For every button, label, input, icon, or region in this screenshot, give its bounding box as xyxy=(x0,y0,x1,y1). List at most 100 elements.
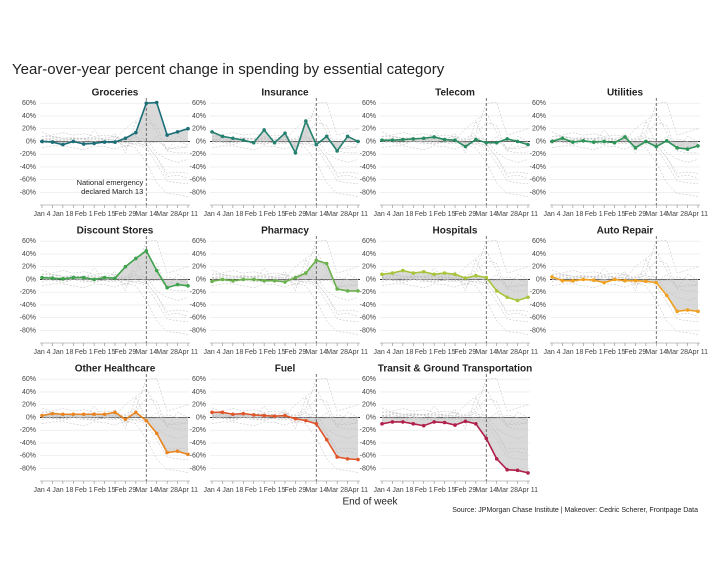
x-tick-label: Mar 28 xyxy=(496,211,518,218)
point xyxy=(494,289,499,293)
x-tick-label: Mar 28 xyxy=(496,349,518,356)
context-line xyxy=(211,270,359,301)
context-line xyxy=(211,412,359,426)
point xyxy=(165,285,169,290)
point xyxy=(123,417,128,422)
point xyxy=(262,128,266,132)
chart-title: Year-over-year percent change in spendin… xyxy=(12,61,445,78)
point xyxy=(154,100,159,105)
point xyxy=(40,139,44,144)
point xyxy=(421,269,426,274)
point xyxy=(251,413,256,417)
point xyxy=(581,277,586,282)
point xyxy=(113,276,117,280)
shade xyxy=(212,121,358,153)
x-tick-label: Feb 29 xyxy=(115,487,137,494)
x-tick-label: Feb 1 xyxy=(75,487,93,494)
y-tick-label: -40% xyxy=(360,302,376,309)
point xyxy=(40,413,44,418)
point xyxy=(123,136,128,141)
x-tick-label: Mar 14 xyxy=(135,211,157,218)
point xyxy=(220,277,225,282)
x-tick-label: Mar 28 xyxy=(326,211,348,218)
y-tick-label: -60% xyxy=(20,315,36,322)
context-line xyxy=(211,421,359,474)
x-tick-label: Jan 4 xyxy=(33,211,50,218)
context-line xyxy=(41,283,189,336)
point xyxy=(262,278,266,283)
x-tick-label: Feb 1 xyxy=(245,211,263,218)
point xyxy=(515,468,520,473)
point xyxy=(102,412,107,417)
shade xyxy=(42,412,188,455)
point xyxy=(293,416,298,421)
panel-title: Groceries xyxy=(92,88,139,99)
point xyxy=(474,422,478,426)
point xyxy=(92,141,96,146)
x-tick-label: Feb 15 xyxy=(604,211,626,218)
x-tick-label: Feb 15 xyxy=(434,487,456,494)
context-line xyxy=(381,138,529,174)
point xyxy=(644,279,648,284)
panel-title: Insurance xyxy=(261,88,309,99)
point xyxy=(92,412,96,417)
x-tick-label: Feb 1 xyxy=(415,487,433,494)
context-line xyxy=(211,378,359,421)
context-line xyxy=(211,132,359,163)
point xyxy=(345,289,350,293)
context-line xyxy=(41,421,189,474)
y-tick-label: -40% xyxy=(190,302,206,309)
x-tick-label: Jan 4 xyxy=(203,487,220,494)
point xyxy=(293,275,298,280)
y-tick-label: 40% xyxy=(532,113,546,120)
x-tick-label: Mar 14 xyxy=(475,211,497,218)
y-tick-label: 0% xyxy=(26,414,36,421)
x-tick-label: Feb 29 xyxy=(455,487,477,494)
point xyxy=(442,420,447,425)
x-tick-label: Mar 28 xyxy=(666,349,688,356)
point xyxy=(356,457,360,462)
point xyxy=(380,272,384,277)
context-line xyxy=(42,136,189,184)
point xyxy=(175,282,180,287)
point xyxy=(526,142,530,147)
context-line xyxy=(551,102,699,145)
y-tick-label: -60% xyxy=(530,177,546,184)
point xyxy=(231,136,235,141)
x-tick-label: Feb 29 xyxy=(285,487,307,494)
point xyxy=(186,452,190,457)
context-line xyxy=(551,283,699,336)
y-tick-label: -80% xyxy=(190,465,206,472)
annotation-line: declared March 13 xyxy=(81,187,143,196)
point xyxy=(526,295,530,300)
point xyxy=(696,144,700,148)
context-line xyxy=(382,412,529,423)
point xyxy=(175,130,180,134)
point xyxy=(50,140,55,144)
point xyxy=(144,101,149,105)
point xyxy=(421,136,426,141)
y-tick-label: -80% xyxy=(530,189,546,196)
x-tick-label: Mar 14 xyxy=(305,349,327,356)
point xyxy=(526,471,530,475)
context-line xyxy=(211,414,359,450)
point xyxy=(272,140,277,145)
x-tick-label: Apr 11 xyxy=(518,487,538,494)
context-line xyxy=(551,112,699,151)
context-line xyxy=(212,412,359,423)
x-tick-label: Jan 4 xyxy=(33,487,50,494)
point xyxy=(144,418,149,423)
point xyxy=(144,248,149,253)
context-line xyxy=(552,136,699,147)
context-line xyxy=(552,274,699,322)
point xyxy=(241,277,246,282)
y-tick-label: -60% xyxy=(360,177,376,184)
point xyxy=(442,137,447,142)
point xyxy=(494,457,499,461)
context-line xyxy=(212,274,359,285)
context-line xyxy=(212,274,359,322)
y-tick-label: -80% xyxy=(530,327,546,334)
point xyxy=(401,268,405,273)
point xyxy=(40,275,44,280)
x-tick-label: Feb 15 xyxy=(264,487,286,494)
